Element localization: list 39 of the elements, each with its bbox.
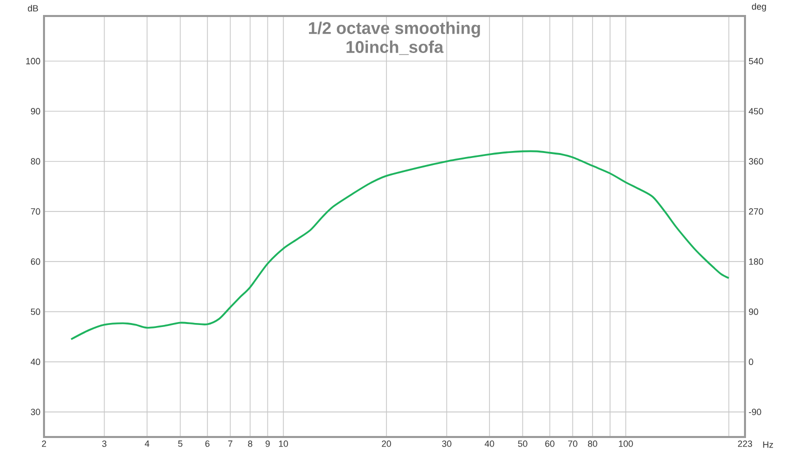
x-tick-label: 50 — [518, 440, 528, 447]
x-tick-label: 6 — [205, 440, 210, 447]
x-tick-label: 70 — [568, 440, 578, 447]
y-tick-label: 60 — [30, 258, 40, 265]
y-axis-title: dB — [28, 4, 38, 12]
x-tick-label: 20 — [382, 440, 392, 447]
y-tick-label: 30 — [30, 408, 40, 416]
x-tick-label: 40 — [484, 440, 494, 447]
x-tick-label: 4 — [144, 440, 150, 447]
y2-tick-label: 360 — [748, 158, 764, 165]
x-tick-label: 223 — [738, 440, 752, 447]
x-tick-label: 100 — [618, 440, 633, 447]
x-tick-label: 9 — [266, 440, 270, 447]
x-tick-label: 3 — [102, 440, 106, 447]
y2-tick-label: -90 — [748, 408, 762, 416]
text: 10inch_sofa — [346, 40, 444, 55]
x-tick-label: 8 — [248, 440, 252, 447]
y-tick-label: 100 — [26, 58, 40, 64]
chart-title: 1/2 octave smoothing — [308, 22, 480, 38]
x-tick-label: 7 — [228, 440, 232, 447]
y2-tick-label: 90 — [748, 308, 758, 315]
y2-tick-label: 540 — [748, 58, 764, 64]
y-tick-label: 90 — [30, 108, 40, 114]
x-tick-label: 2 — [42, 440, 46, 447]
y-tick-label: 40 — [30, 358, 40, 365]
x-tick-label: 30 — [442, 440, 452, 447]
y2-tick-label: 0 — [748, 358, 754, 365]
x-axis-title: Hz — [763, 442, 774, 448]
y2-tick-label: 450 — [748, 108, 764, 114]
x-tick-label: 10 — [279, 440, 288, 447]
y2-tick-label: 180 — [749, 258, 764, 265]
x-tick-label: 60 — [545, 440, 554, 447]
y-tick-label: 80 — [30, 158, 40, 165]
x-tick-label: 80 — [588, 440, 598, 447]
y2-axis-title: deg — [752, 3, 766, 12]
y-tick-label: 70 — [30, 208, 40, 215]
y-tick-label: 50 — [30, 308, 40, 315]
x-tick-label: 5 — [178, 440, 182, 447]
y2-tick-label: 270 — [748, 208, 764, 215]
